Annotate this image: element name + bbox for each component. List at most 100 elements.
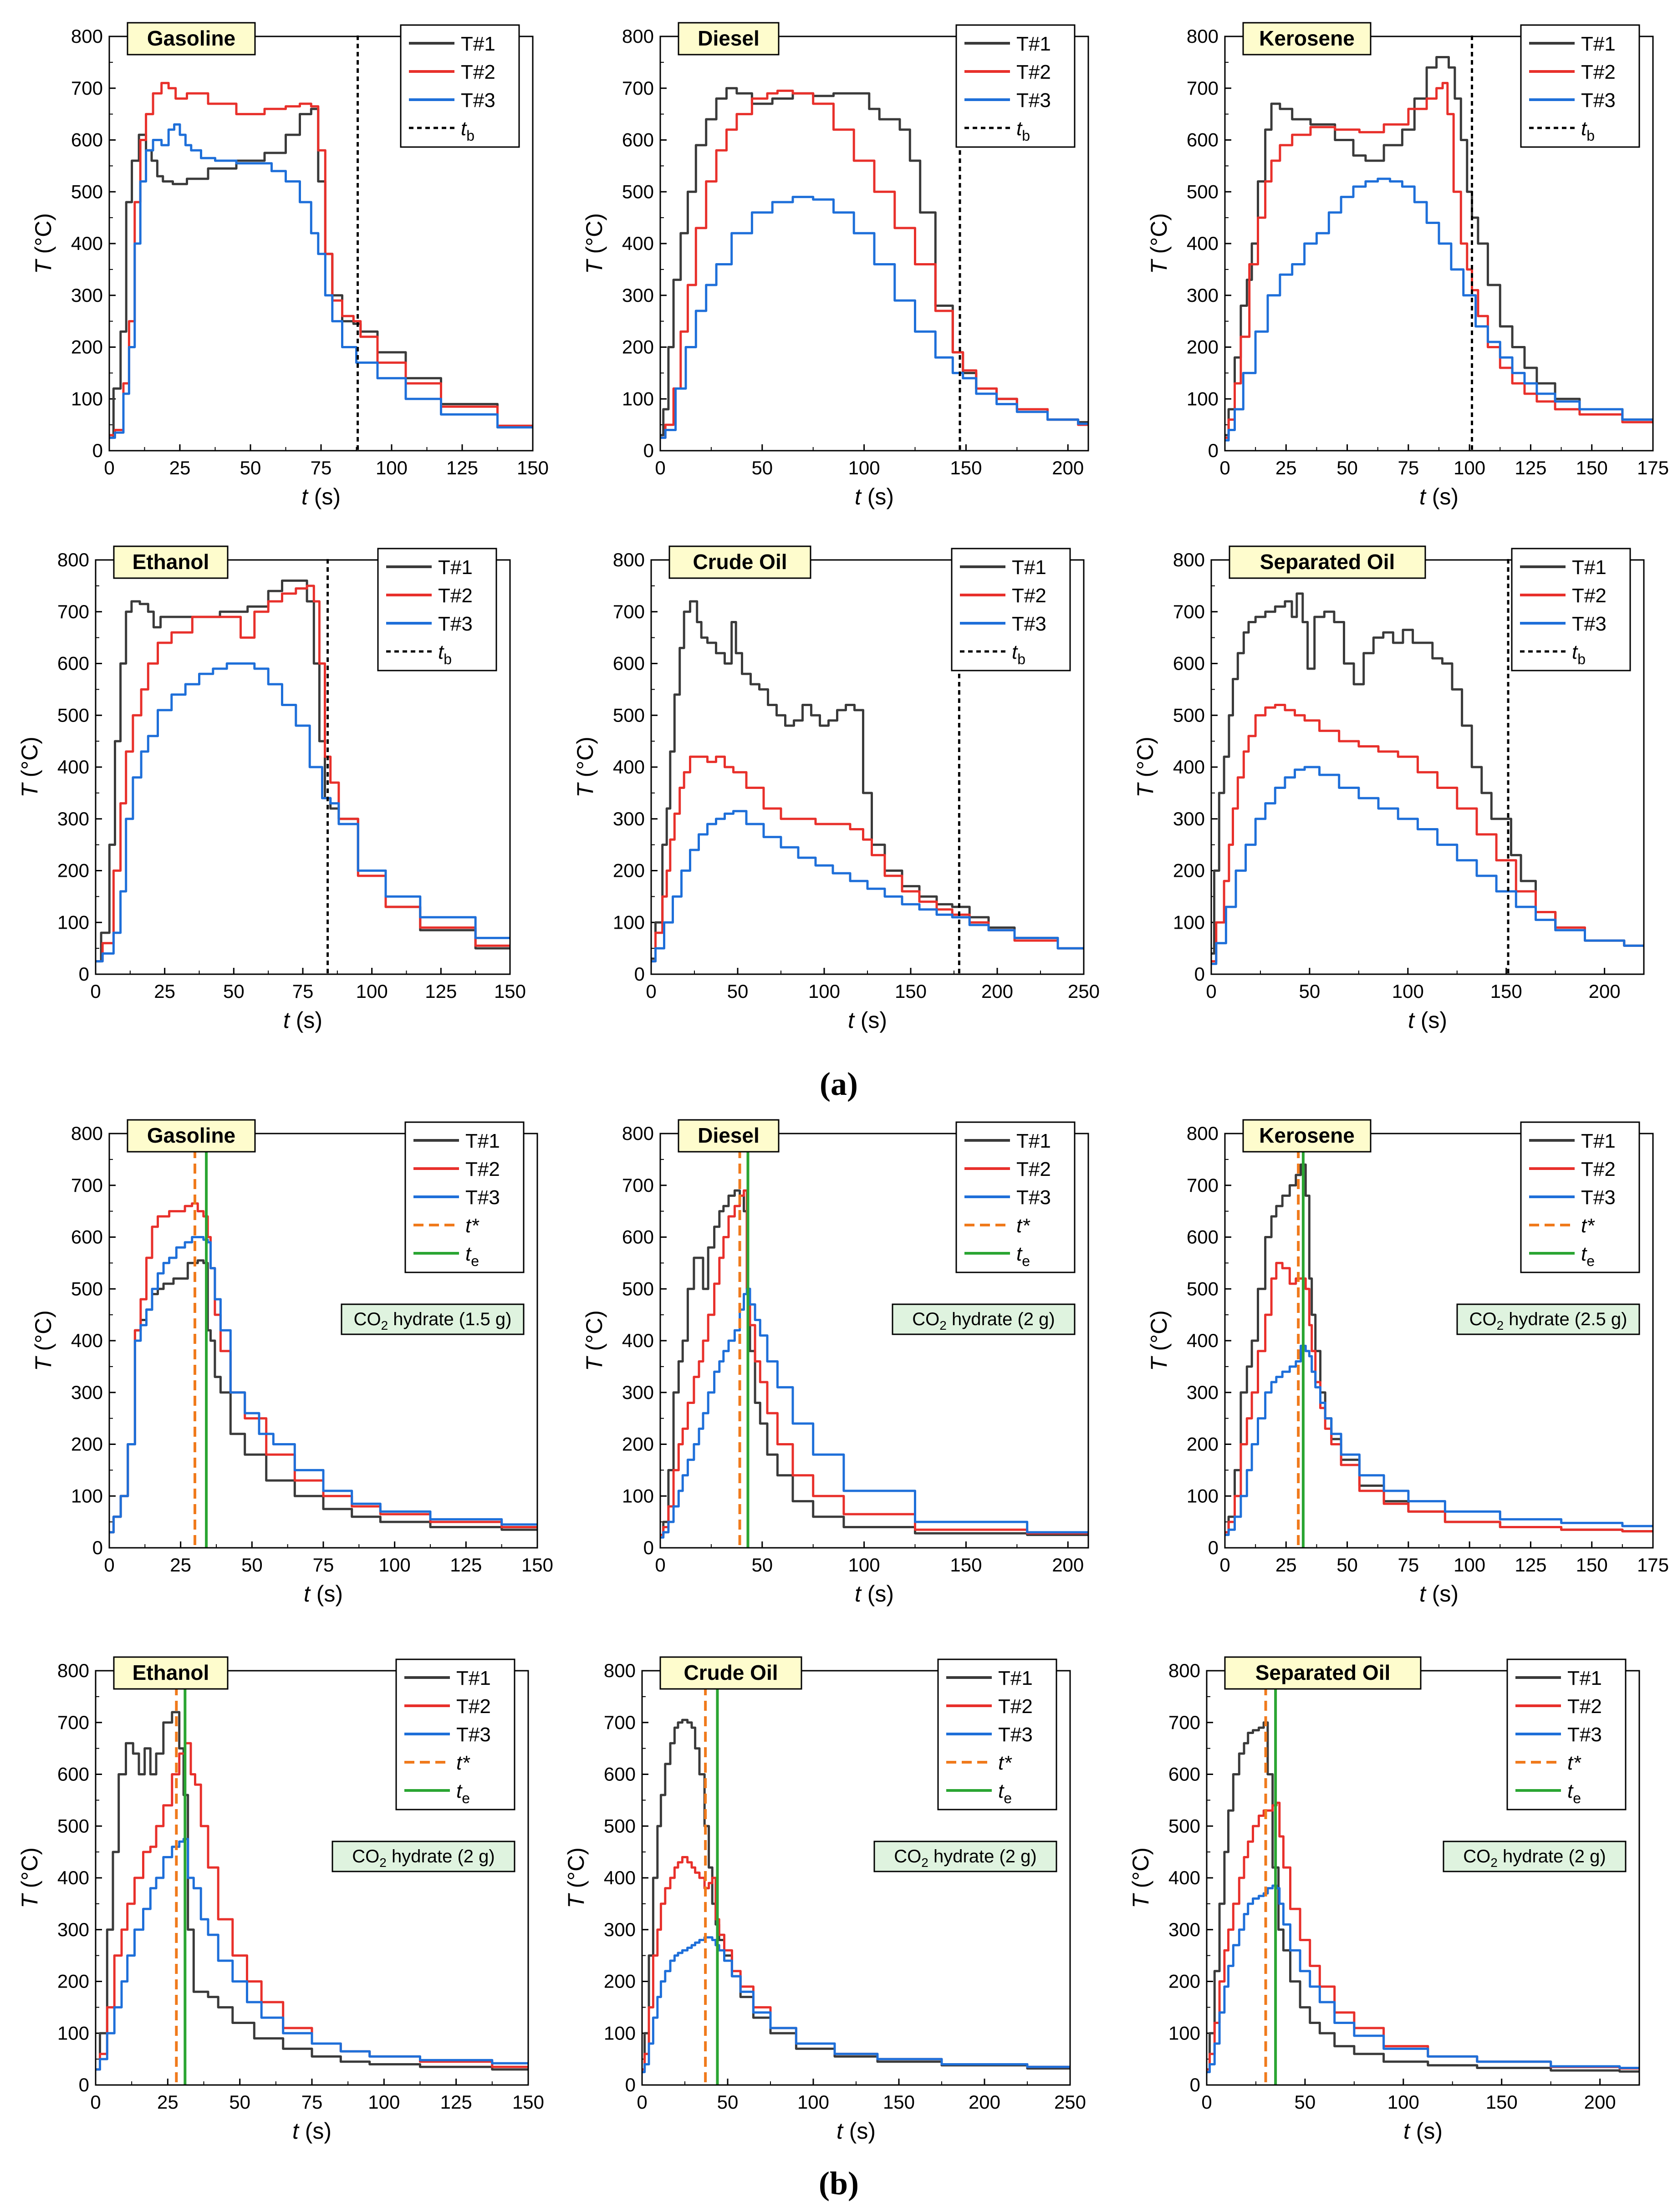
x-tick-label: 50 <box>229 2091 250 2113</box>
legend-label: T#1 <box>1581 1130 1616 1152</box>
legend-label: T#2 <box>465 1158 500 1180</box>
legend-label: T#2 <box>1012 585 1046 607</box>
y-axis-label: T (°C) <box>31 213 56 274</box>
series-line-t3 <box>1225 1344 1653 1536</box>
chart-title: Diesel <box>698 26 760 50</box>
y-tick-label: 400 <box>71 233 103 254</box>
x-tick-label: 0 <box>104 1554 114 1576</box>
chart-b-gasoline: 0 100 200 300 400 500 600 700 800 0 25 50 75 100 125 15… <box>31 1119 553 1607</box>
x-axis-label: t (s) <box>1419 1581 1459 1607</box>
y-tick-label: 200 <box>1187 1434 1219 1455</box>
x-tick-label: 75 <box>1397 457 1419 478</box>
x-tick-label: 0 <box>655 457 665 478</box>
y-tick-label: 200 <box>71 336 103 358</box>
y-axis-label: T (°C) <box>1146 1310 1172 1371</box>
hydrate-annotation-box <box>873 1841 1057 1872</box>
x-tick-label: 25 <box>1275 1554 1297 1576</box>
legend-label: T#2 <box>438 585 473 607</box>
hydrate-annotation: CO2 hydrate (2 g) <box>894 1846 1036 1870</box>
chart-title: Ethanol <box>133 550 209 574</box>
chart-a-diesel: 0 100 200 300 400 500 600 700 800 0 50 100 150 200 t (… <box>581 22 1089 509</box>
plot-frame <box>659 1133 1089 1549</box>
x-tick-label: 100 <box>1454 1554 1485 1576</box>
x-axis-label: t (s) <box>855 1581 894 1607</box>
x-tick-label: 125 <box>450 1554 482 1576</box>
x-tick-label: 50 <box>1299 981 1321 1002</box>
y-tick-label: 500 <box>1187 1278 1219 1299</box>
chart-a-gasoline: 0 100 200 300 400 500 600 700 800 0 25 50 75 100 125 15… <box>31 22 549 509</box>
legend-label: t* <box>456 1752 470 1774</box>
y-tick-label: 100 <box>57 911 89 933</box>
chart-a-ethanol: 0 100 200 300 400 500 600 700 800 0 25 50 75 100 125 15… <box>17 545 526 1033</box>
series-line-t1 <box>109 107 533 439</box>
y-tick-label: 0 <box>92 440 103 461</box>
chart-title-box <box>1224 1656 1422 1690</box>
y-tick-label: 300 <box>1168 1919 1200 1940</box>
chart-title: Crude Oil <box>683 1661 778 1684</box>
x-tick-label: 100 <box>356 981 388 1002</box>
legend-label: tb <box>1016 117 1030 144</box>
y-axis-label: T (°C) <box>1128 1847 1153 1908</box>
plot-frame <box>650 559 1085 975</box>
series-line-t1 <box>660 1189 1088 1536</box>
y-tick-label: 100 <box>71 1485 103 1506</box>
x-tick-label: 150 <box>494 981 526 1002</box>
x-tick-label: 100 <box>376 457 408 478</box>
series-line-t1 <box>1225 56 1653 437</box>
hydrate-annotation: CO2 hydrate (1.5 g) <box>354 1309 512 1332</box>
chart-a-crude-oil: 0 100 200 300 400 500 600 700 800 0 50 100 150 200 250… <box>572 545 1100 1033</box>
legend <box>377 548 497 671</box>
chart-title: Gasoline <box>147 1124 235 1147</box>
chart-title: Kerosene <box>1259 26 1355 50</box>
y-tick-label: 300 <box>57 1919 89 1940</box>
y-tick-label: 700 <box>604 1712 636 1733</box>
y-tick-label: 200 <box>604 1971 636 1992</box>
x-tick-label: 100 <box>848 1554 880 1576</box>
x-tick-label: 150 <box>1576 1554 1608 1576</box>
plot-frame <box>1210 559 1645 975</box>
plot-frame <box>108 1133 538 1549</box>
y-tick-label: 700 <box>1187 1175 1219 1196</box>
x-tick-label: 200 <box>1589 981 1621 1002</box>
series-line-t3 <box>1207 1884 1639 2074</box>
legend-label: tb <box>461 117 474 144</box>
legend-label: T#2 <box>456 1695 491 1718</box>
y-tick-label: 800 <box>71 1123 103 1144</box>
x-tick-label: 0 <box>637 2091 647 2113</box>
y-tick-label: 100 <box>1187 1485 1219 1506</box>
y-tick-label: 500 <box>1168 1815 1200 1836</box>
x-axis-label: t (s) <box>1408 1007 1447 1033</box>
x-tick-label: 0 <box>104 457 114 478</box>
legend-label: T#1 <box>1012 556 1046 579</box>
legend-label: t* <box>998 1752 1012 1774</box>
chart-title-box <box>1242 1119 1372 1153</box>
x-axis-label: t (s) <box>1419 484 1459 509</box>
legend-label: tb <box>1581 117 1595 144</box>
series-line-t3 <box>651 810 1084 963</box>
chart-title-box <box>659 1656 802 1690</box>
y-tick-label: 0 <box>1208 440 1219 461</box>
y-tick-label: 400 <box>1187 233 1219 254</box>
legend <box>951 548 1071 671</box>
y-tick-label: 400 <box>71 1330 103 1351</box>
legend-label: T#1 <box>1016 33 1051 55</box>
y-tick-label: 700 <box>613 601 645 622</box>
y-tick-label: 300 <box>622 1382 654 1403</box>
chart-b-diesel: 0 100 200 300 400 500 600 700 800 0 50 100 150 200 t (… <box>581 1119 1089 1607</box>
legend-label: T#1 <box>1581 33 1616 55</box>
x-tick-label: 75 <box>313 1554 334 1576</box>
x-tick-label: 0 <box>90 2091 101 2113</box>
x-tick-label: 200 <box>969 2091 1000 2113</box>
x-tick-label: 50 <box>1336 1554 1358 1576</box>
x-tick-label: 0 <box>90 981 101 1002</box>
x-tick-label: 75 <box>292 981 314 1002</box>
y-tick-label: 500 <box>622 1278 654 1299</box>
y-tick-label: 500 <box>1173 704 1205 726</box>
y-tick-label: 200 <box>1173 860 1205 881</box>
hydrate-annotation: CO2 hydrate (2.5 g) <box>1469 1309 1627 1332</box>
chart-a-kerosene: 0 100 200 300 400 500 600 700 800 0 25 50 75 100 125 15… <box>1146 22 1669 509</box>
y-axis-label: T (°C) <box>31 1310 56 1371</box>
chart-title: Crude Oil <box>693 550 787 574</box>
chart-title-box <box>678 1119 780 1153</box>
y-axis-label: T (°C) <box>17 1847 42 1908</box>
